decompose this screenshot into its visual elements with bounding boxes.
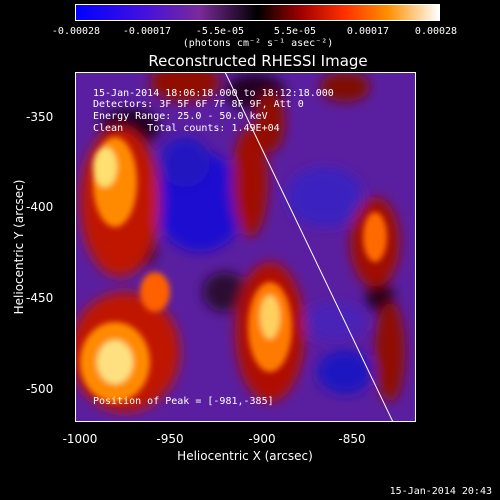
colorbar-tick: 5.5e-05	[273, 26, 317, 37]
timestamp: 15-Jan-2014 20:43	[389, 486, 492, 497]
colorbar-tick: -0.00017	[122, 26, 172, 37]
y-axis-label: Heliocentric Y (arcsec)	[12, 179, 26, 315]
energy-range-text: Energy Range: 25.0 - 50.0 keV	[93, 111, 268, 122]
time-range-text: 15-Jan-2014 18:06:18.000 to 18:12:18.000	[93, 88, 334, 99]
colorbar	[75, 4, 440, 21]
colorbar-tick: -0.00028	[51, 26, 101, 37]
clean-counts-text: Clean Total counts: 1.49E+04	[93, 123, 280, 134]
y-tick-label: -450	[26, 291, 54, 305]
detectors-text: Detectors: 3F 5F 6F 7F 8F 9F, Att 0	[93, 99, 304, 110]
x-tick-label: -950	[156, 432, 184, 446]
colorbar-tick: 0.00028	[414, 26, 458, 37]
x-tick-label: -1000	[62, 432, 98, 446]
colorbar-units: (photons cm⁻² s⁻¹ asec⁻²)	[182, 38, 334, 49]
peak-position-text: Position of Peak = [-981,-385]	[93, 396, 274, 407]
y-tick-label: -400	[26, 200, 54, 214]
y-tick-label: -500	[26, 382, 54, 396]
rhessi-image	[75, 72, 416, 422]
x-tick-label: -850	[338, 432, 366, 446]
x-axis-label: Heliocentric X (arcsec)	[177, 449, 313, 463]
y-tick-label: -350	[26, 110, 54, 124]
x-tick-label: -900	[248, 432, 276, 446]
colorbar-tick: -5.5e-05	[195, 26, 245, 37]
chart-title: Reconstructed RHESSI Image	[148, 52, 368, 70]
colorbar-tick: 0.00017	[346, 26, 390, 37]
